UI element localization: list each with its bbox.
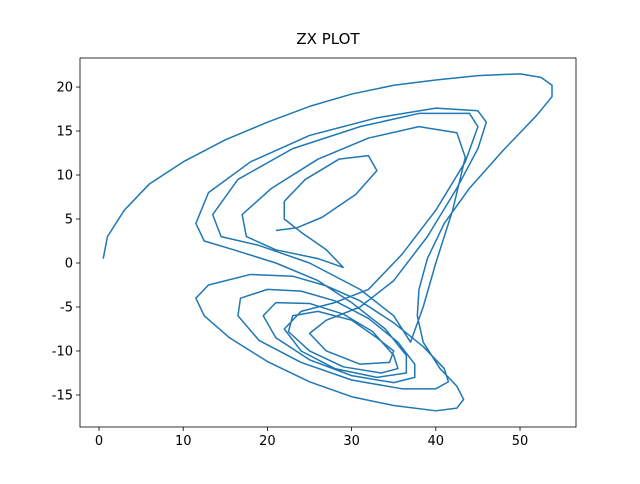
x-tick-label: 30 — [343, 434, 360, 449]
y-tick-label: 10 — [56, 169, 73, 184]
x-tick-label: 40 — [428, 434, 445, 449]
y-tick-label: 0 — [65, 257, 73, 272]
y-tick-label: -10 — [52, 344, 73, 359]
y-tick-label: 20 — [56, 81, 73, 96]
y-tick-label: 15 — [56, 125, 73, 140]
data-line — [102, 73, 553, 412]
y-tick-label: 5 — [65, 213, 73, 228]
y-tick-label: -5 — [60, 300, 73, 315]
y-tick-label: -15 — [52, 388, 73, 403]
x-tick-label: 10 — [175, 434, 192, 449]
x-tick-label: 20 — [259, 434, 276, 449]
plot-frame — [79, 57, 577, 428]
x-tick-label: 0 — [95, 434, 103, 449]
chart-title: ZX PLOT — [296, 30, 360, 48]
x-tick-label: 50 — [512, 434, 529, 449]
